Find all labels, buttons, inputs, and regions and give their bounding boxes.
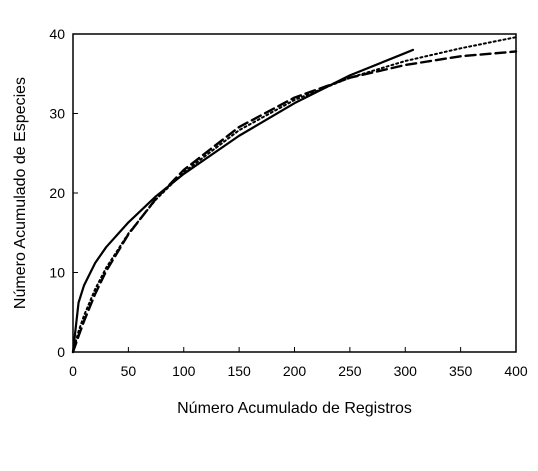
tick-label-group: 0 50 100 150 200 250 300 350 400 0 10 20 30 40 (49, 26, 527, 379)
series-line-dashed (71, 50, 518, 354)
y-tick-label: 20 (49, 185, 65, 201)
series-group (71, 36, 518, 354)
series-line-solid (71, 48, 415, 354)
series-line-dotted (72, 36, 517, 353)
x-tick-label: 250 (338, 363, 362, 379)
x-tick-label: 0 (69, 363, 77, 379)
x-tick-label: 150 (227, 363, 251, 379)
x-tick-label: 100 (172, 363, 196, 379)
x-axis-title: Número Acumulado de Registros (177, 400, 412, 417)
y-tick-label: 30 (49, 106, 65, 122)
x-tick-label: 50 (121, 363, 137, 379)
x-tick-label: 350 (449, 363, 473, 379)
plot-frame (72, 33, 517, 353)
y-tick-label: 0 (57, 344, 65, 360)
y-axis-title: Número Acumulado de Especies (12, 77, 29, 309)
y-tick-label: 10 (49, 265, 65, 281)
y-tick-label: 40 (49, 26, 65, 42)
x-tick-label: 200 (283, 363, 307, 379)
x-tick-label: 300 (394, 363, 418, 379)
tick-group (72, 33, 517, 353)
x-tick-label: 400 (504, 363, 528, 379)
